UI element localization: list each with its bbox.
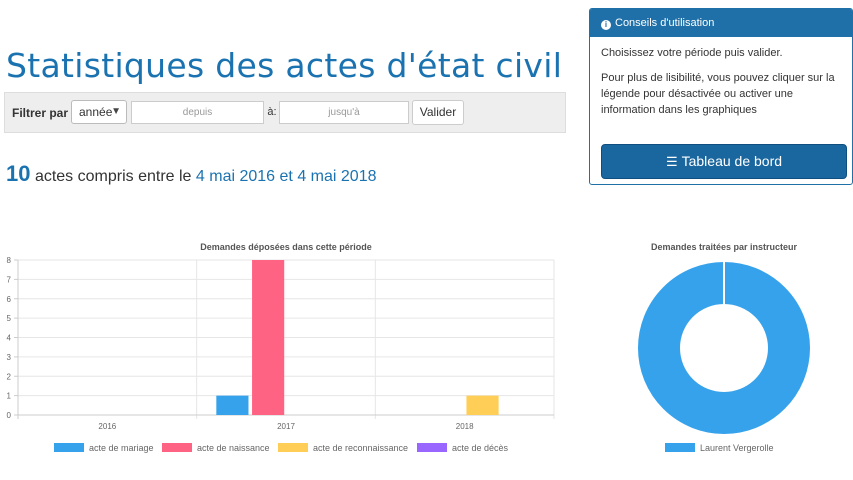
help-panel-header: i Conseils d'utilisation — [590, 9, 852, 37]
y-tick-label: 2 — [7, 372, 12, 381]
legend-swatch[interactable] — [162, 443, 192, 452]
to-date-placeholder: jusqu'à — [328, 107, 360, 118]
legend-swatch[interactable] — [417, 443, 447, 452]
period-select[interactable]: année ▼ — [71, 100, 127, 124]
summary-date-from: 4 mai 2016 — [195, 168, 276, 185]
page-title: Statistiques des actes d'état civil — [6, 46, 563, 85]
acts-count: 10 — [6, 161, 31, 186]
legend-swatch[interactable] — [278, 443, 308, 452]
y-tick-label: 3 — [7, 353, 12, 362]
legend-label: acte de naissance — [197, 443, 270, 453]
bar-chart-title: Demandes déposées dans cette période — [200, 242, 372, 252]
summary-connector: et — [279, 168, 293, 185]
summary-line: 10 actes compris entre le 4 mai 2016 et … — [6, 161, 377, 187]
summary-text: actes compris entre le — [34, 168, 192, 185]
y-tick-label: 8 — [7, 256, 12, 265]
legend-label: acte de reconnaissance — [313, 443, 408, 453]
filter-label: Filtrer par : — [12, 106, 76, 120]
y-tick-label: 1 — [7, 392, 12, 401]
between-label: à: — [267, 106, 277, 118]
bar — [252, 260, 285, 415]
validate-button[interactable]: Valider — [412, 100, 464, 125]
y-tick-label: 5 — [7, 314, 12, 323]
help-paragraph-2: Pour plus de lisibilité, vous pouvez cli… — [601, 72, 835, 116]
help-panel-title: Conseils d'utilisation — [615, 17, 715, 29]
help-panel: i Conseils d'utilisation Choisissez votre… — [589, 8, 853, 185]
to-date-input[interactable]: jusqu'à — [279, 101, 409, 124]
dashboard-button[interactable]: ☰ Tableau de bord — [601, 144, 847, 179]
doughnut-chart-title: Demandes traitées par instructeur — [651, 242, 798, 252]
legend-label: Laurent Vergerolle — [700, 443, 774, 453]
x-tick-label: 2018 — [456, 422, 474, 431]
bar — [216, 395, 249, 415]
chevron-down-icon: ▼ — [111, 106, 121, 117]
legend-swatch[interactable] — [54, 443, 84, 452]
legend-swatch[interactable] — [665, 443, 695, 452]
y-tick-label: 0 — [7, 411, 12, 420]
y-tick-label: 4 — [7, 334, 12, 343]
summary-date-to: 4 mai 2018 — [297, 168, 377, 185]
filter-bar: Filtrer par : année ▼ depuis à: jusqu'à … — [4, 92, 566, 133]
list-icon: ☰ — [665, 154, 678, 169]
legend-label: acte de mariage — [89, 443, 154, 453]
x-tick-label: 2017 — [277, 422, 295, 431]
bar — [466, 395, 499, 415]
from-date-input[interactable]: depuis — [131, 101, 264, 124]
legend-label: acte de décès — [452, 443, 509, 453]
help-paragraph-1: Choisissez votre période puis valider. — [601, 47, 783, 59]
y-tick-label: 7 — [7, 275, 12, 284]
dashboard-button-label: Tableau de bord — [681, 153, 783, 169]
from-date-placeholder: depuis — [182, 107, 213, 118]
x-tick-label: 2016 — [98, 422, 116, 431]
info-icon: i — [601, 20, 611, 30]
period-select-value: année — [79, 105, 113, 119]
y-tick-label: 6 — [7, 295, 12, 304]
help-panel-body: Choisissez votre période puis valider. P… — [590, 37, 852, 118]
